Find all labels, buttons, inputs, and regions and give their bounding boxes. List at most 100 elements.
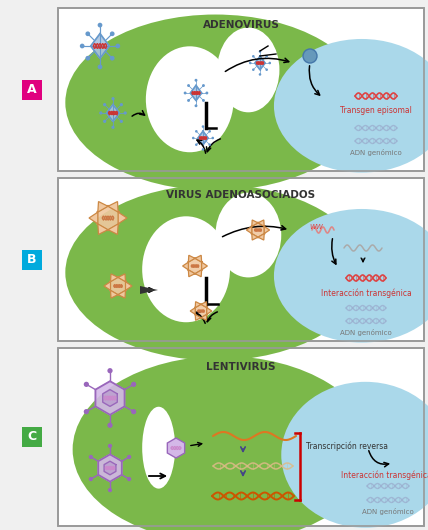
Polygon shape xyxy=(118,290,125,298)
Polygon shape xyxy=(110,274,118,281)
Ellipse shape xyxy=(146,46,234,152)
Circle shape xyxy=(89,477,93,481)
Circle shape xyxy=(107,423,113,428)
Circle shape xyxy=(187,84,190,87)
Polygon shape xyxy=(247,226,252,234)
Bar xyxy=(58,8,424,171)
Polygon shape xyxy=(118,212,127,224)
Ellipse shape xyxy=(73,356,373,530)
Circle shape xyxy=(268,61,271,64)
Circle shape xyxy=(202,99,205,102)
Circle shape xyxy=(208,130,211,132)
Circle shape xyxy=(195,144,198,146)
Bar xyxy=(58,8,424,171)
Circle shape xyxy=(195,79,197,82)
Polygon shape xyxy=(201,302,207,308)
Circle shape xyxy=(131,409,136,414)
Bar xyxy=(58,348,424,526)
Polygon shape xyxy=(258,220,264,226)
Polygon shape xyxy=(195,302,201,308)
Polygon shape xyxy=(190,85,202,101)
Circle shape xyxy=(265,55,268,58)
Polygon shape xyxy=(98,454,122,482)
Text: VIRUS ADENOASOCIADOS: VIRUS ADENOASOCIADOS xyxy=(166,190,315,200)
Polygon shape xyxy=(252,234,258,240)
Text: ADN genómico: ADN genómico xyxy=(340,329,392,336)
Polygon shape xyxy=(195,304,207,318)
Polygon shape xyxy=(195,314,201,320)
Circle shape xyxy=(111,126,115,129)
Circle shape xyxy=(80,43,85,48)
Polygon shape xyxy=(167,438,184,458)
Circle shape xyxy=(86,56,90,60)
Circle shape xyxy=(124,111,127,114)
Polygon shape xyxy=(183,262,188,270)
Circle shape xyxy=(107,368,113,373)
Ellipse shape xyxy=(142,407,175,489)
Text: Interacción transgénica: Interacción transgénica xyxy=(341,470,428,480)
Polygon shape xyxy=(108,224,118,234)
Text: Transcripción reversa: Transcripción reversa xyxy=(306,441,388,450)
Circle shape xyxy=(127,455,131,459)
Circle shape xyxy=(120,103,123,107)
Polygon shape xyxy=(207,308,212,314)
Circle shape xyxy=(111,97,115,100)
FancyBboxPatch shape xyxy=(22,80,42,100)
Circle shape xyxy=(303,49,317,63)
Circle shape xyxy=(98,23,102,28)
Polygon shape xyxy=(104,281,110,290)
Circle shape xyxy=(202,148,204,151)
Polygon shape xyxy=(89,212,98,224)
Circle shape xyxy=(202,84,205,87)
Text: ADN genómico: ADN genómico xyxy=(362,508,414,515)
Text: WW: WW xyxy=(309,224,323,230)
Circle shape xyxy=(211,137,214,139)
Ellipse shape xyxy=(217,28,279,112)
Circle shape xyxy=(89,455,93,459)
Circle shape xyxy=(252,55,255,58)
Polygon shape xyxy=(188,255,195,262)
Bar xyxy=(58,348,424,526)
Polygon shape xyxy=(91,33,109,58)
Circle shape xyxy=(84,382,89,387)
Polygon shape xyxy=(98,201,108,212)
Circle shape xyxy=(265,68,268,71)
Text: ADN genómico: ADN genómico xyxy=(350,149,402,156)
Polygon shape xyxy=(264,226,270,234)
Polygon shape xyxy=(118,274,125,281)
Polygon shape xyxy=(252,220,258,226)
Polygon shape xyxy=(195,270,202,277)
Circle shape xyxy=(208,144,211,146)
Circle shape xyxy=(249,61,252,64)
Ellipse shape xyxy=(142,216,230,322)
Circle shape xyxy=(205,92,208,94)
Text: C: C xyxy=(27,430,36,444)
Ellipse shape xyxy=(274,39,428,173)
Polygon shape xyxy=(252,223,265,237)
Circle shape xyxy=(195,130,198,132)
Circle shape xyxy=(252,68,255,71)
Circle shape xyxy=(259,73,262,76)
Circle shape xyxy=(103,120,106,123)
Text: Transgen episomal: Transgen episomal xyxy=(340,106,412,115)
Polygon shape xyxy=(95,381,125,415)
Circle shape xyxy=(120,120,123,123)
Ellipse shape xyxy=(281,382,428,528)
Polygon shape xyxy=(104,461,116,475)
Polygon shape xyxy=(258,234,264,240)
Polygon shape xyxy=(198,131,208,145)
Circle shape xyxy=(108,488,112,492)
Text: B: B xyxy=(27,253,37,266)
Polygon shape xyxy=(188,258,202,274)
Polygon shape xyxy=(188,270,195,277)
Circle shape xyxy=(127,477,131,481)
Polygon shape xyxy=(107,104,119,121)
Circle shape xyxy=(116,43,120,48)
Circle shape xyxy=(259,50,262,53)
Polygon shape xyxy=(97,206,119,231)
Circle shape xyxy=(184,92,187,94)
Polygon shape xyxy=(110,290,118,298)
Circle shape xyxy=(131,382,136,387)
Polygon shape xyxy=(255,56,265,70)
Polygon shape xyxy=(125,281,132,290)
